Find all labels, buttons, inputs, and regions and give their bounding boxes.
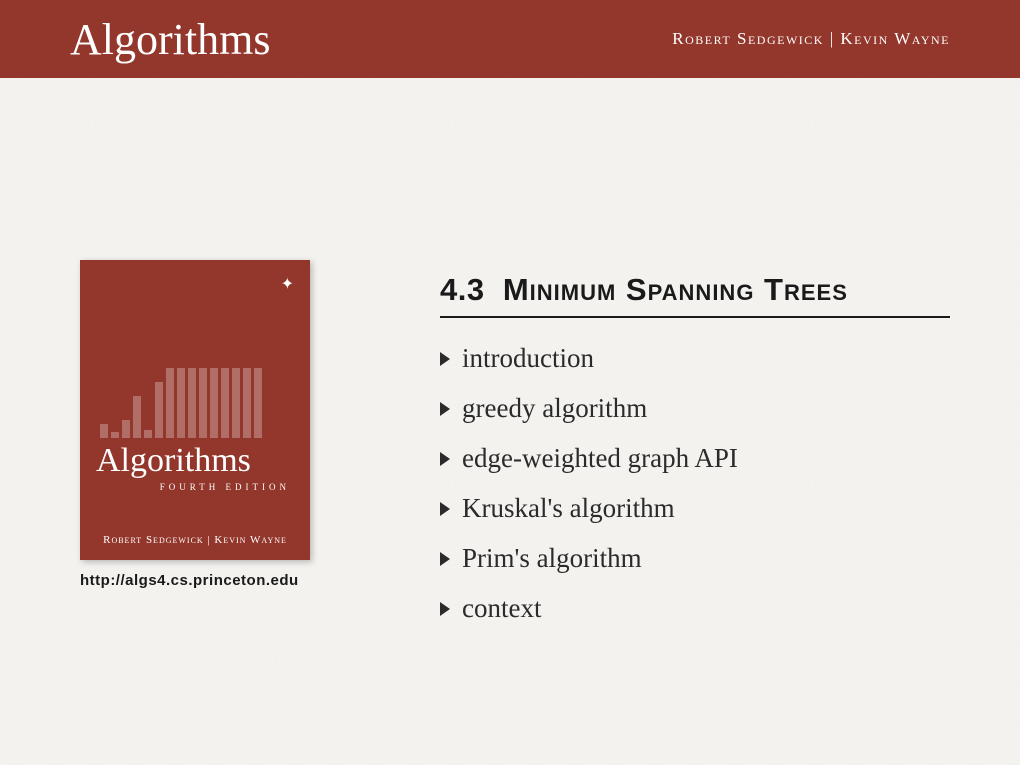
- book-url: http://algs4.cs.princeton.edu: [80, 572, 299, 589]
- triangle-right-icon: [440, 552, 450, 566]
- toc-item-label: Kruskal's algorithm: [462, 484, 675, 534]
- section-rule: [440, 316, 950, 318]
- content-area: ✦ Algorithms FOURTH EDITION Robert Sedge…: [0, 78, 1020, 765]
- section-title: Minimum Spanning Trees: [503, 272, 848, 307]
- section-heading: 4.3 Minimum Spanning Trees: [440, 272, 848, 308]
- toc-item-label: greedy algorithm: [462, 384, 647, 434]
- toc-item: context: [440, 584, 738, 634]
- toc-item-label: introduction: [462, 334, 594, 384]
- toc-item-label: context: [462, 584, 541, 634]
- book-cover-edition: FOURTH EDITION: [96, 482, 294, 492]
- book-cover-bars-icon: [96, 368, 294, 438]
- book-cover: ✦ Algorithms FOURTH EDITION Robert Sedge…: [80, 260, 310, 560]
- toc-item: greedy algorithm: [440, 384, 738, 434]
- toc-item-label: Prim's algorithm: [462, 534, 642, 584]
- book-cover-authors: Robert Sedgewick | Kevin Wayne: [96, 534, 294, 546]
- table-of-contents: introduction greedy algorithm edge-weigh…: [440, 334, 738, 634]
- header-bar: Algorithms Robert Sedgewick | Kevin Wayn…: [0, 0, 1020, 78]
- header-title: Algorithms: [70, 14, 270, 65]
- toc-item: Prim's algorithm: [440, 534, 738, 584]
- toc-item: edge-weighted graph API: [440, 434, 738, 484]
- publisher-logo-icon: ✦: [281, 274, 294, 294]
- toc-item: Kruskal's algorithm: [440, 484, 738, 534]
- triangle-right-icon: [440, 352, 450, 366]
- header-authors: Robert Sedgewick | Kevin Wayne: [672, 29, 950, 49]
- triangle-right-icon: [440, 502, 450, 516]
- triangle-right-icon: [440, 402, 450, 416]
- book-cover-title: Algorithms: [96, 444, 294, 478]
- toc-item-label: edge-weighted graph API: [462, 434, 738, 484]
- triangle-right-icon: [440, 602, 450, 616]
- section-number: 4.3: [440, 272, 485, 307]
- toc-item: introduction: [440, 334, 738, 384]
- triangle-right-icon: [440, 452, 450, 466]
